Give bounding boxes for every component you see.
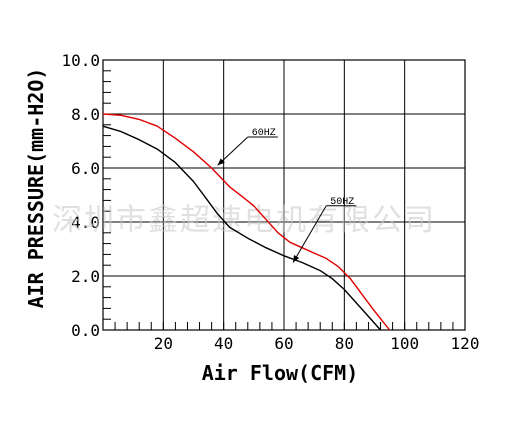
y-axis-title: AIR PRESSURE(mm-H2O) <box>24 68 48 309</box>
y-tick-label: 0.0 <box>71 321 100 340</box>
annotation-label: 60HZ <box>252 128 276 139</box>
annotation-arrowhead <box>217 158 225 166</box>
annotations: 60HZ 50HZ <box>217 128 357 263</box>
annotation-arrowhead <box>293 254 300 263</box>
watermark: 深圳市鑫超速电机有限公司 <box>52 203 436 238</box>
annotation-label: 50HZ <box>330 197 354 208</box>
series-line-50hz <box>102 125 382 331</box>
y-tick-label: 4.0 <box>71 213 100 232</box>
y-tick-label: 8.0 <box>71 105 100 124</box>
y-tick-label: 2.0 <box>71 267 100 286</box>
x-tick-label: 20 <box>154 334 173 353</box>
x-tick-label: 120 <box>451 334 480 353</box>
y-tick-label: 10.0 <box>61 51 100 70</box>
series-line-60hz <box>102 113 391 331</box>
x-tick-label: 100 <box>390 334 419 353</box>
x-tick-label: 40 <box>214 334 233 353</box>
annotation-leader <box>292 205 327 263</box>
minor-ticks <box>102 59 466 331</box>
x-tick-label: 80 <box>335 334 354 353</box>
x-tick-label: 60 <box>274 334 293 353</box>
x-tick-labels: 20 40 60 80 100 120 <box>154 334 480 353</box>
y-tick-label: 6.0 <box>71 159 100 178</box>
y-tick-labels: 0.0 2.0 4.0 6.0 8.0 10.0 <box>61 51 100 340</box>
series-lines <box>102 113 391 331</box>
x-axis-title: Air Flow(CFM) <box>202 361 359 385</box>
grid <box>103 60 465 330</box>
